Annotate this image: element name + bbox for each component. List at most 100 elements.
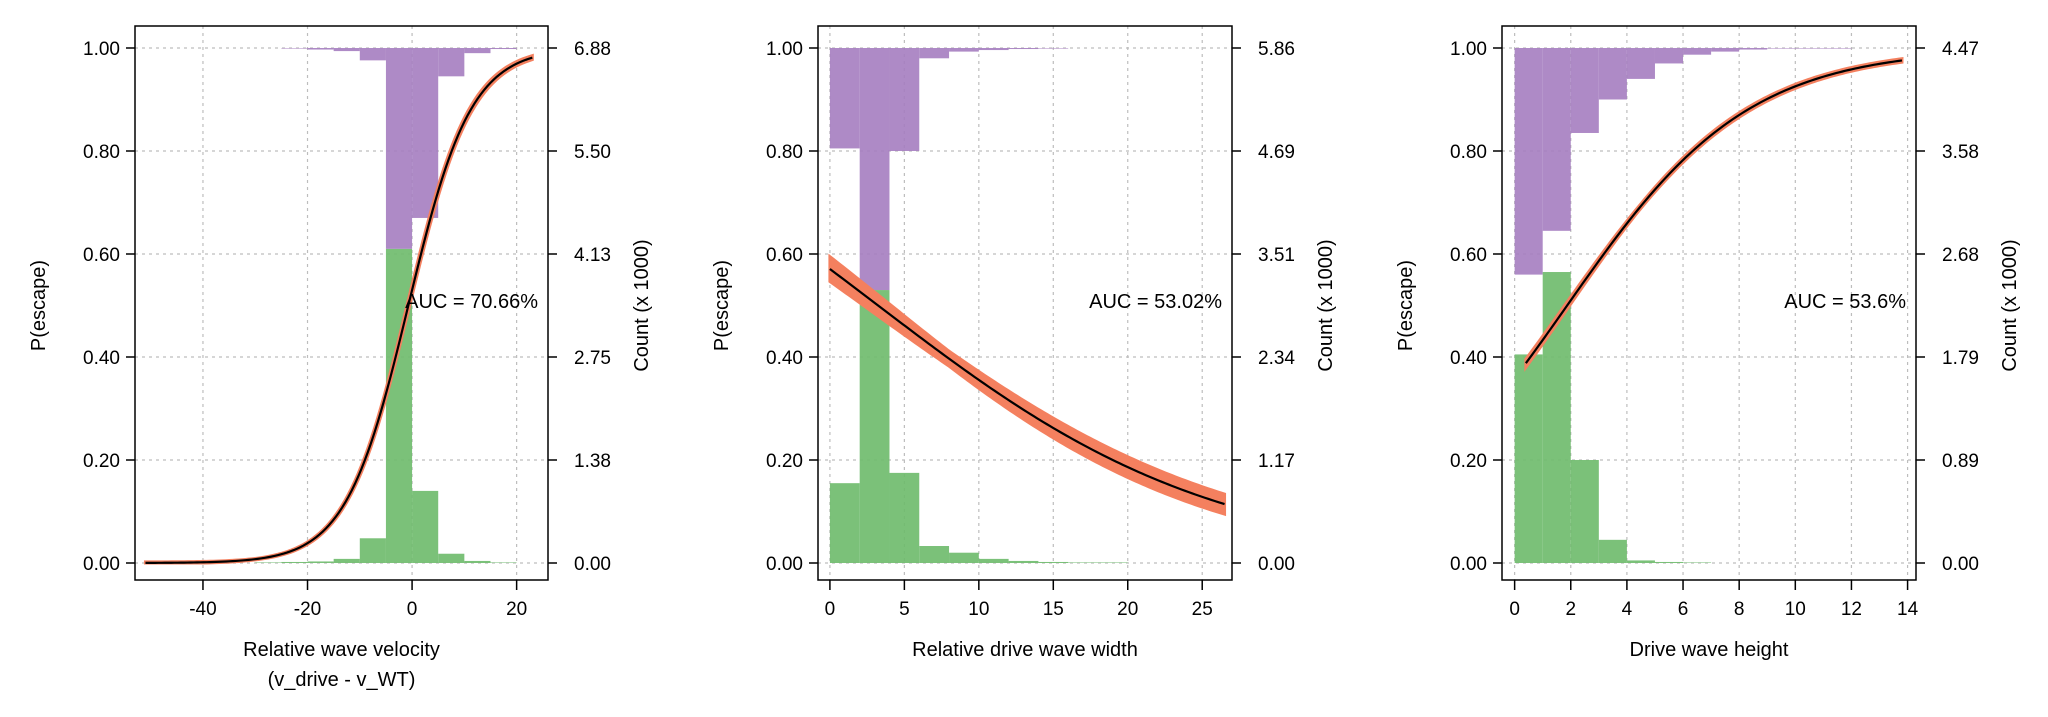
- y-tick-label: 0.20: [83, 451, 120, 472]
- bar-bottom: [1598, 539, 1627, 563]
- plot-frame: [817, 25, 1233, 581]
- confidence-band: [828, 253, 1227, 517]
- bar-top: [1767, 48, 1852, 49]
- y-right-axis-title: Count (x 1000): [1315, 239, 1337, 371]
- bar-top: [1514, 48, 1543, 275]
- x-tick-label: 10: [1785, 599, 1806, 620]
- x-tick-label: 0: [407, 599, 418, 620]
- bar-bottom: [1514, 354, 1543, 563]
- x-tick-label: 0: [825, 599, 836, 620]
- y-tick-label: 0.80: [1450, 142, 1487, 163]
- y-right-tick-label: 5.50: [574, 142, 611, 163]
- bar-bottom: [255, 562, 282, 563]
- y-right-tick-label: 2.68: [1942, 245, 1979, 266]
- y-axis-title: P(escape): [1395, 260, 1417, 351]
- y-tick-label: 1.00: [1450, 39, 1487, 60]
- y-right-tick-label: 4.47: [1942, 39, 1979, 60]
- x-tick-label: 20: [506, 599, 527, 620]
- y-tick-label: 0.80: [766, 142, 803, 163]
- y-right-tick-label: 2.75: [574, 348, 611, 369]
- fitted-curve: [1524, 59, 1903, 364]
- bar-top: [859, 48, 890, 291]
- bar-bottom: [333, 558, 360, 563]
- bar-bottom: [490, 562, 517, 563]
- bar-bottom: [1683, 562, 1712, 563]
- bar-top: [919, 48, 950, 59]
- x-axis-title: Relative wave velocity: [243, 639, 440, 661]
- histogram: [1514, 48, 1852, 563]
- auc-annotation: AUC = 53.6%: [1784, 291, 1906, 313]
- bar-top: [281, 48, 308, 49]
- bar-bottom: [978, 558, 1009, 563]
- chart-panel-3: 0.00 0.20 0.40 0.60 0.80 1.00 0.00 0.89 1.79 2.68…: [1395, 25, 2021, 661]
- y-right-tick-label: 0.00: [1942, 554, 1979, 575]
- bar-top: [490, 48, 517, 50]
- x-tick-label: 8: [1734, 599, 1745, 620]
- y-right-tick-label: 0.89: [1942, 451, 1979, 472]
- bar-bottom: [919, 546, 950, 563]
- bar-bottom: [281, 561, 308, 563]
- y-tick-label: 0.40: [83, 348, 120, 369]
- bar-bottom: [1068, 562, 1128, 563]
- y-tick-label: 0.60: [83, 245, 120, 266]
- bar-top: [385, 48, 413, 249]
- y-right-tick-label: 1.79: [1942, 348, 1979, 369]
- auc-annotation: AUC = 53.02%: [1089, 291, 1222, 313]
- bar-bottom: [1570, 460, 1599, 563]
- y-axis-title: P(escape): [711, 260, 733, 351]
- bar-top: [333, 48, 360, 52]
- bar-top: [1654, 48, 1684, 64]
- y-right-tick-label: 1.38: [574, 451, 611, 472]
- y-tick-label: 1.00: [766, 39, 803, 60]
- confidence-band: [1524, 56, 1904, 372]
- y-right-tick-label: 2.34: [1258, 348, 1295, 369]
- bar-top: [1570, 48, 1599, 133]
- y-right-tick-label: 3.58: [1942, 142, 1979, 163]
- x-tick-label: 0: [1509, 599, 1520, 620]
- bar-top: [949, 48, 979, 52]
- y-tick-label: 0.00: [83, 554, 120, 575]
- bar-top: [1626, 48, 1655, 79]
- bar-top: [464, 48, 491, 54]
- y-tick-label: 0.40: [1450, 348, 1487, 369]
- bar-top: [1542, 48, 1571, 231]
- bar-bottom: [464, 560, 491, 563]
- bar-top: [1008, 48, 1039, 50]
- bar-bottom: [412, 490, 439, 563]
- x-tick-label: 14: [1897, 599, 1919, 620]
- fitted-curve: [145, 56, 533, 564]
- bar-bottom: [1008, 560, 1039, 563]
- bar-bottom: [1626, 560, 1655, 563]
- bar-top: [1683, 48, 1712, 55]
- y-tick-label: 1.00: [83, 39, 120, 60]
- bar-top: [978, 48, 1009, 51]
- y-right-tick-label: 0.00: [574, 554, 611, 575]
- y-right-tick-label: 1.17: [1258, 451, 1295, 472]
- x-axis-title: Relative drive wave width: [912, 639, 1138, 661]
- bar-top: [829, 48, 860, 149]
- bar-top: [359, 48, 386, 61]
- plot-frame: [1501, 25, 1917, 581]
- y-axis-title: P(escape): [28, 260, 50, 351]
- bar-top: [1038, 48, 1069, 49]
- x-axis-title: Drive wave height: [1630, 639, 1789, 661]
- x-tick-label: 12: [1841, 599, 1862, 620]
- x-tick-label: 10: [968, 599, 989, 620]
- bar-bottom: [1038, 561, 1069, 563]
- y-right-tick-label: 0.00: [1258, 554, 1295, 575]
- bar-bottom: [859, 290, 890, 563]
- bar-bottom: [1654, 561, 1684, 563]
- chart-panel-1: 0.00 0.20 0.40 0.60 0.80 1.00 0.00 1.38 2.75 4.13…: [28, 25, 653, 691]
- y-tick-label: 0.00: [766, 554, 803, 575]
- x-tick-label: -40: [189, 599, 216, 620]
- bar-bottom: [889, 472, 920, 563]
- bar-bottom: [359, 538, 386, 563]
- x-tick-label: 2: [1565, 599, 1576, 620]
- x-tick-label: 4: [1622, 599, 1633, 620]
- y-tick-label: 0.80: [83, 142, 120, 163]
- bar-bottom: [438, 553, 465, 563]
- y-right-tick-label: 4.13: [574, 245, 611, 266]
- bar-top: [307, 48, 334, 50]
